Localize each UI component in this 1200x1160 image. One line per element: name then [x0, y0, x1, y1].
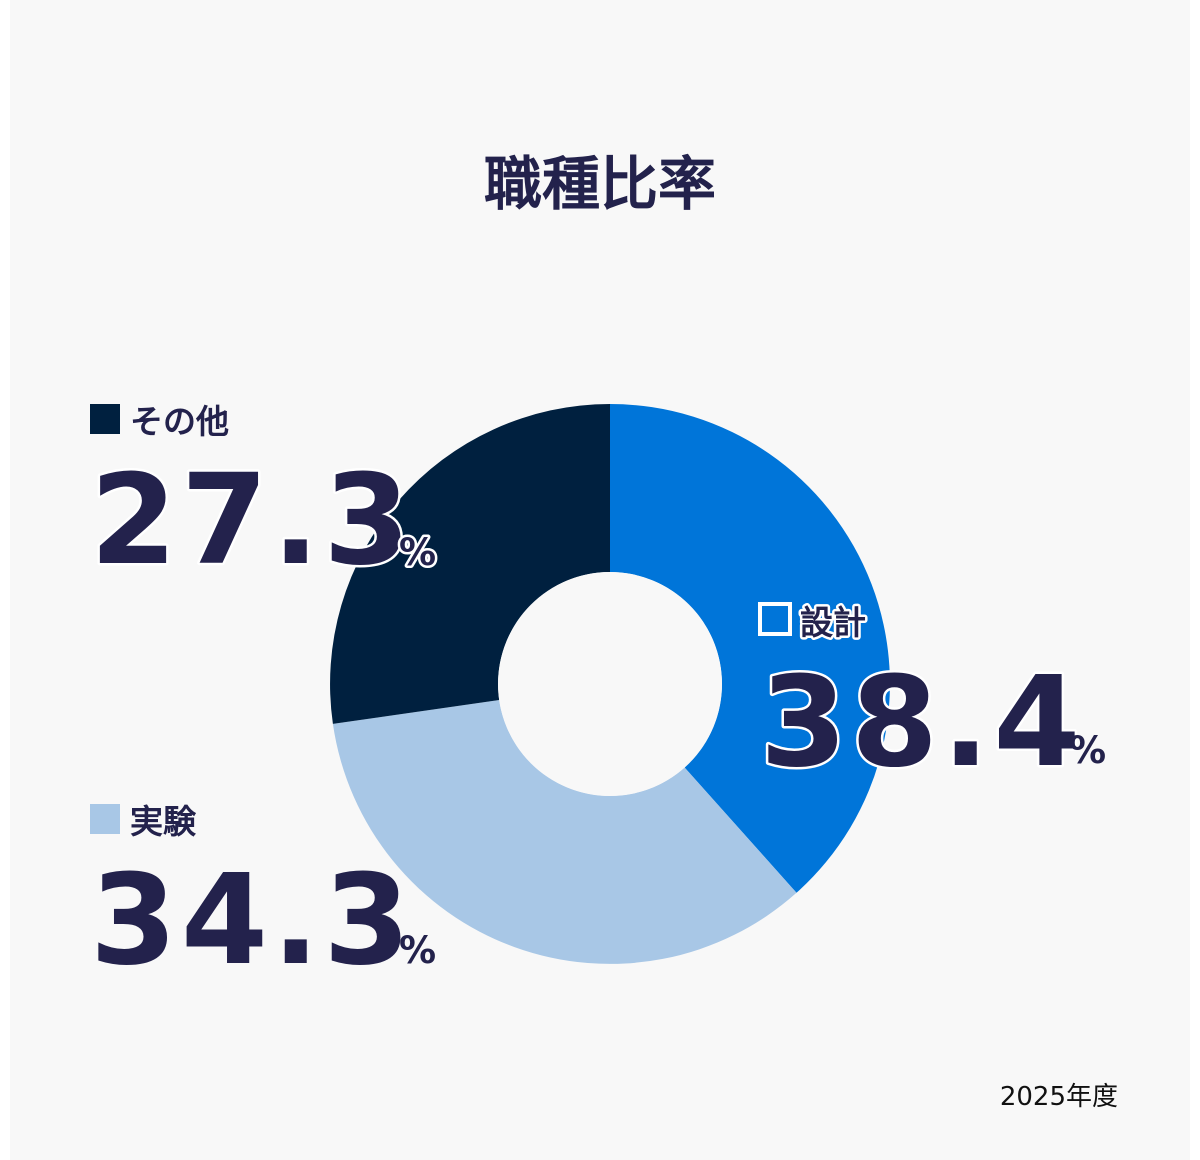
label-design-value: 38.4: [760, 650, 1084, 795]
legend-swatch-experiment: [90, 804, 120, 834]
label-other-value: 27.3: [90, 448, 414, 593]
donut-hole: [498, 572, 722, 796]
label-other: その他 27.3 %: [88, 402, 439, 596]
label-design-name: 設計: [800, 603, 866, 642]
fiscal-year-note: 2025年度: [999, 1082, 1118, 1112]
segment-design: [610, 404, 890, 893]
donut-segments: [330, 404, 890, 964]
chart-title: 職種比率: [484, 150, 716, 218]
legend-swatch-other: [90, 404, 120, 434]
label-experiment-name: 実験: [130, 802, 197, 841]
label-experiment-unit: %: [399, 929, 436, 972]
label-other-name: その他: [130, 402, 229, 441]
segment-other: [330, 404, 610, 724]
legend-swatch-design: [758, 602, 792, 636]
label-design-unit: %: [1069, 729, 1106, 772]
label-design: 設計 38.4 %: [758, 601, 1107, 798]
label-experiment-value: 34.3: [90, 848, 414, 993]
label-other-unit: %: [399, 531, 436, 574]
label-experiment: 実験 34.3 %: [90, 802, 436, 993]
segment-experiment: [332, 700, 797, 964]
